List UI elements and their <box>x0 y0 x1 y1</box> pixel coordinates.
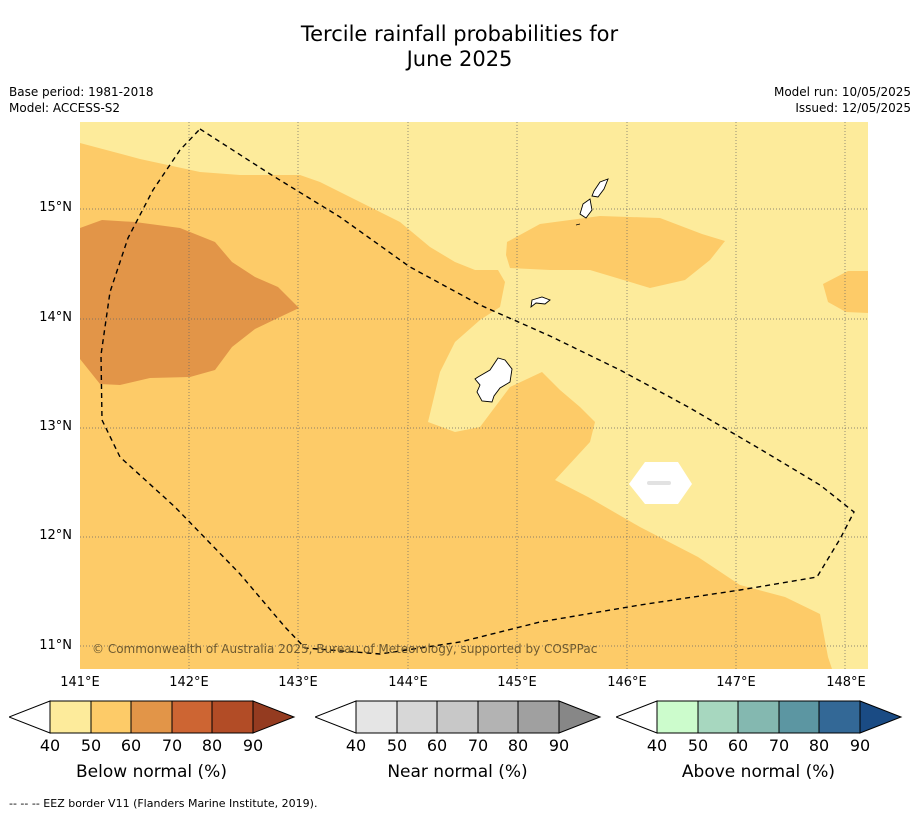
meta-left: Base period: 1981-2018 Model: ACCESS-S2 <box>9 84 154 116</box>
cb-above-segment-0 <box>616 700 658 734</box>
lon-label-141e: 141°E <box>60 675 100 690</box>
cb-above-tick-60: 60 <box>727 736 749 755</box>
issued-date: Issued: 12/05/2025 <box>795 101 911 115</box>
lon-label-148e: 148°E <box>826 675 866 690</box>
cb-near-segment-5 <box>517 700 560 734</box>
cb-above-segment-1 <box>656 700 699 734</box>
region-below-50-60 <box>80 143 832 669</box>
island-tinian <box>579 198 593 219</box>
region-below-50-60-north <box>506 216 725 288</box>
copyright-notice: © Commonwealth of Australia 2025, Bureau… <box>92 642 598 656</box>
island-aguijan <box>575 223 581 226</box>
cb-below-segment-5 <box>211 700 254 734</box>
title-line-1: Tercile rainfall probabilities for <box>300 22 619 46</box>
cb-above-tick-90: 90 <box>849 736 871 755</box>
cb-near-tick-50: 50 <box>386 736 408 755</box>
cb-below-segment-0 <box>9 700 51 734</box>
cb-near-tick-70: 70 <box>467 736 489 755</box>
map-panel <box>80 122 868 669</box>
map-gridlines <box>80 122 868 669</box>
cb-below-segment-3 <box>130 700 173 734</box>
island-rota <box>530 296 551 309</box>
cb-below-segment-1 <box>49 700 92 734</box>
colorbar-below-normal <box>9 700 296 734</box>
cb-near-segment-4 <box>477 700 519 734</box>
cb-near-tick-60: 60 <box>426 736 448 755</box>
cb-near-segment-0 <box>315 700 357 734</box>
cb-below-tick-80: 80 <box>201 736 223 755</box>
region-below-50-60-east <box>823 271 868 313</box>
island-guam <box>474 357 513 403</box>
cb-below-segment-2 <box>90 700 132 734</box>
cb-near-tick-80: 80 <box>507 736 529 755</box>
eez-border <box>100 128 855 655</box>
cb-above-segment-2 <box>697 700 739 734</box>
cb-above-tick-40: 40 <box>646 736 668 755</box>
cb-above-tick-70: 70 <box>768 736 790 755</box>
cb-above-segment-3 <box>737 700 780 734</box>
cb-above-segment-5 <box>818 700 861 734</box>
colorbar-below-title: Below normal (%) <box>76 762 227 782</box>
colorbar-above-normal <box>616 700 903 734</box>
lon-label-145e: 145°E <box>497 675 537 690</box>
lat-label-15n: 15°N <box>39 200 72 215</box>
chart-title: Tercile rainfall probabilities for June … <box>0 22 919 72</box>
meta-right: Model run: 10/05/2025 Issued: 12/05/2025 <box>774 84 911 116</box>
cb-above-segment-4 <box>778 700 820 734</box>
cb-below-tick-60: 60 <box>120 736 142 755</box>
cb-near-segment-3 <box>436 700 479 734</box>
lat-label-14n: 14°N <box>39 310 72 325</box>
colorbar-near-normal <box>315 700 602 734</box>
lon-label-147e: 147°E <box>716 675 756 690</box>
island-saipan <box>591 178 609 198</box>
title-line-2: June 2025 <box>406 47 513 71</box>
lon-label-146e: 146°E <box>607 675 647 690</box>
model-name: Model: ACCESS-S2 <box>9 101 121 115</box>
cb-above-tick-50: 50 <box>687 736 709 755</box>
model-run: Model run: 10/05/2025 <box>773 85 911 99</box>
cb-below-tick-70: 70 <box>161 736 183 755</box>
region-below-60-70 <box>80 220 299 385</box>
cb-near-segment-1 <box>355 700 398 734</box>
cb-below-segment-4 <box>171 700 213 734</box>
cb-below-tick-40: 40 <box>39 736 61 755</box>
cb-below-segment-6 <box>252 700 296 734</box>
cb-above-tick-80: 80 <box>808 736 830 755</box>
tiny-island-marker <box>647 481 671 485</box>
lon-label-144e: 144°E <box>388 675 428 690</box>
cb-below-tick-50: 50 <box>80 736 102 755</box>
lat-label-12n: 12°N <box>39 528 72 543</box>
lon-label-142e: 142°E <box>169 675 209 690</box>
base-period: Base period: 1981-2018 <box>9 85 154 99</box>
cb-near-segment-6 <box>558 700 602 734</box>
eez-footnote: -- -- -- EEZ border V11 (Flanders Marine… <box>9 797 318 810</box>
colorbar-near-title: Near normal (%) <box>387 762 528 782</box>
islands <box>474 178 609 403</box>
cb-below-tick-90: 90 <box>242 736 264 755</box>
lat-label-13n: 13°N <box>39 419 72 434</box>
lon-label-143e: 143°E <box>278 675 318 690</box>
cb-near-tick-90: 90 <box>548 736 570 755</box>
cb-near-tick-40: 40 <box>345 736 367 755</box>
colorbar-above-title: Above normal (%) <box>681 762 836 782</box>
cb-above-segment-6 <box>859 700 903 734</box>
lat-label-11n: 11°N <box>39 638 72 653</box>
cb-near-segment-2 <box>396 700 438 734</box>
